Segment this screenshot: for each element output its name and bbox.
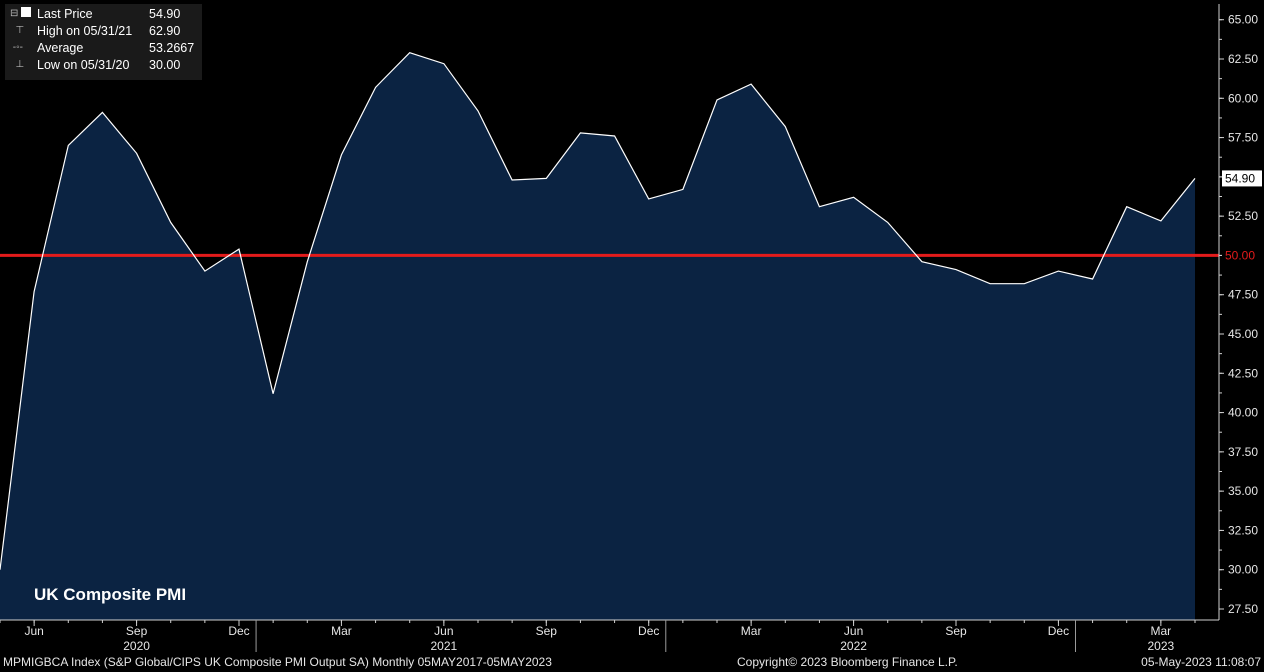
data-point [750, 83, 752, 85]
data-point [409, 52, 411, 54]
data-point [784, 126, 786, 128]
y-tick-label: 65.00 [1228, 13, 1258, 27]
last-price-swatch [21, 7, 31, 17]
data-point [1194, 178, 1196, 180]
y-tick-label: 47.50 [1228, 288, 1258, 302]
legend-value: 30.00 [149, 58, 181, 72]
series-line [0, 52, 1196, 570]
footer-timestamp: 05-May-2023 11:08:07 [1141, 655, 1261, 669]
last-value-label: 54.90 [1222, 170, 1262, 187]
data-point [67, 145, 69, 147]
data-point [819, 206, 821, 208]
data-point [1092, 278, 1094, 280]
x-tick-label: Sep [536, 624, 558, 638]
reference-value-text: 50.00 [1225, 248, 1255, 262]
y-tick-label: 62.50 [1228, 52, 1258, 66]
average-marker-icon: -◦- [10, 42, 23, 53]
data-point [341, 154, 343, 156]
y-tick-label: 27.50 [1228, 602, 1258, 616]
x-year-label: 2023 [1148, 639, 1175, 653]
x-year-label: 2020 [123, 639, 150, 653]
legend-row-average: -◦- Average 53.2667 [5, 40, 202, 56]
x-year-label: 2022 [840, 639, 867, 653]
data-point [511, 179, 513, 181]
y-tick-label: 52.50 [1228, 209, 1258, 223]
high-marker-icon: ⊤ [10, 25, 25, 36]
x-tick-label: Dec [638, 624, 659, 638]
data-point [545, 178, 547, 180]
x-tick-label: Mar [331, 624, 352, 638]
legend-row-last-price: ⊟ Last Price 54.90 [5, 6, 202, 22]
legend-value: 53.2667 [149, 41, 195, 55]
plot-area [0, 52, 1219, 620]
data-point [853, 196, 855, 198]
data-point [33, 291, 35, 293]
legend-value: 54.90 [149, 7, 181, 21]
data-point [238, 248, 240, 250]
low-marker-icon: ⊥ [10, 59, 25, 70]
last-value-box [1222, 170, 1262, 187]
reference-value-label: 50.00 [1222, 247, 1262, 264]
x-year-label: 2021 [431, 639, 458, 653]
x-tick-label: Mar [1151, 624, 1172, 638]
footer-description: MPMIGBCA Index (S&P Global/CIPS UK Compo… [3, 655, 552, 669]
data-point [102, 112, 104, 114]
legend-value: 62.90 [149, 24, 181, 38]
data-point [682, 189, 684, 191]
footer-copyright: Copyright© 2023 Bloomberg Finance L.P. [737, 655, 958, 669]
y-axis: 27.50 30.00 32.50 35.00 37.50 40.00 42.50 45.00… [1218, 4, 1262, 620]
last-value-text: 54.90 [1225, 171, 1255, 185]
area-fill [0, 52, 1195, 620]
data-point [648, 198, 650, 200]
data-point [1023, 283, 1025, 285]
x-tick-label: Sep [126, 624, 148, 638]
y-tick-label: 60.00 [1228, 91, 1258, 105]
data-point [887, 222, 889, 224]
data-point [989, 283, 991, 285]
x-tick-label: Dec [228, 624, 249, 638]
data-point [477, 110, 479, 112]
data-point [375, 86, 377, 88]
x-tick-label: Mar [741, 624, 762, 638]
data-point [955, 269, 957, 271]
chart-title: UK Composite PMI [34, 585, 187, 604]
x-tick-label: Jun [24, 624, 43, 638]
legend-row-low: ⊥ Low on 05/31/20 30.00 [5, 57, 202, 73]
x-tick-label: Dec [1048, 624, 1069, 638]
data-point [716, 99, 718, 101]
legend-row-high: ⊤ High on 05/31/21 62.90 [5, 23, 202, 39]
y-tick-label: 32.50 [1228, 523, 1258, 537]
data-point [1160, 220, 1162, 222]
reference-value-box [1222, 247, 1262, 264]
expand-icon[interactable]: ⊟ [10, 8, 19, 19]
y-tick-label: 42.50 [1228, 366, 1258, 380]
x-tick-label: Jun [434, 624, 453, 638]
x-tick-label: Jun [844, 624, 863, 638]
data-point [306, 261, 308, 263]
data-point [170, 222, 172, 224]
y-tick-label: 35.00 [1228, 484, 1258, 498]
y-tick-label: 37.50 [1228, 445, 1258, 459]
data-point [272, 393, 274, 395]
data-point [1058, 270, 1060, 272]
legend-label: High on 05/31/21 [37, 24, 133, 38]
legend-label: Low on 05/31/20 [37, 58, 130, 72]
data-point [136, 152, 138, 154]
x-axis: Jun Sep Dec Mar Jun Sep Dec Mar Jun Sep Dec Mar 2020… [0, 619, 1219, 653]
legend-box: ⊟ Last Price 54.90 ⊤ High on 05/31/21 62… [5, 4, 202, 80]
legend-label: Last Price [37, 7, 93, 21]
data-point [443, 63, 445, 65]
y-tick-label: 45.00 [1228, 327, 1258, 341]
data-point [1126, 206, 1128, 208]
data-point [921, 261, 923, 263]
y-tick-label: 30.00 [1228, 563, 1258, 577]
y-tick-label: 40.00 [1228, 406, 1258, 420]
data-point [580, 132, 582, 134]
data-point [614, 135, 616, 137]
x-tick-label: Sep [945, 624, 967, 638]
legend-label: Average [37, 41, 84, 55]
data-point [204, 270, 206, 272]
y-tick-label: 57.50 [1228, 131, 1258, 145]
